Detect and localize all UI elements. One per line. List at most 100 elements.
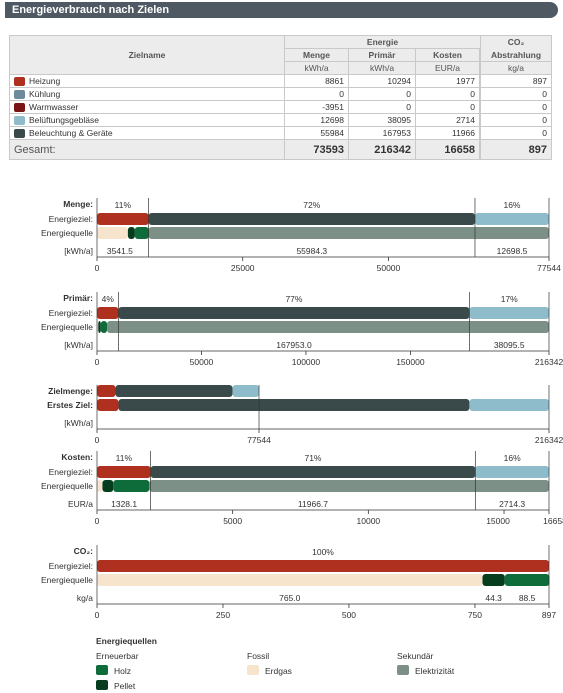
axis-unit-co2: kg/a — [77, 593, 93, 603]
total-label: Gesamt: — [9, 139, 285, 160]
value-label-kosten: 1328.1 — [111, 499, 137, 509]
axis-unit-primaer: [kWh/a] — [64, 340, 93, 350]
tick-label-menge: 77544 — [537, 263, 561, 273]
bar-ziel-heizung-co2 — [97, 560, 549, 572]
axis-unit-kosten: EUR/a — [68, 499, 93, 509]
row-kosten: 11966 — [415, 126, 480, 140]
header-menge: Menge — [284, 48, 349, 62]
header-group-co2: CO₂ — [480, 35, 552, 49]
chart-title-ziel: Zielmenge: — [48, 386, 93, 396]
tick-label-co2: 750 — [468, 610, 482, 620]
tick-label-primaer: 100000 — [292, 357, 321, 367]
bar-quelle-pellet-primaer — [98, 321, 101, 333]
row-kosten: 1977 — [415, 74, 480, 88]
percent-label-menge: 11% — [115, 200, 132, 210]
header-kosten: Kosten — [415, 48, 480, 62]
header-name — [9, 35, 285, 49]
tick-label-menge: 50000 — [377, 263, 401, 273]
row-label-quelle-co2: Energiequelle — [41, 575, 93, 585]
row-color-swatch — [14, 129, 25, 139]
section-header: Energieverbrauch nach Zielen — [5, 2, 558, 18]
row-label-ziel-co2: Energieziel: — [49, 561, 93, 571]
value-label-kosten: 2714.3 — [499, 499, 525, 509]
bar-ziel-belueftung-ziel — [232, 385, 260, 397]
header-co2: Abstrahlung — [480, 48, 552, 62]
row-label-quelle-primaer: Energiequelle — [41, 322, 93, 332]
percent-label-menge: 16% — [503, 200, 520, 210]
chart-title-primaer: Primär: — [63, 293, 93, 303]
total-primaer: 216342 — [348, 139, 416, 160]
unit-kosten: EUR/a — [415, 61, 480, 75]
row-label: Warmwasser — [29, 101, 79, 112]
table-row: Belüftungsgebläse 12698 38095 2714 0 — [9, 113, 552, 127]
bar-quelle-belueftung-ziel — [469, 399, 549, 411]
bar-quelle-pellet-kosten — [102, 480, 114, 492]
bar-ziel-beleuchtung-menge — [148, 213, 475, 225]
bar-quelle-holz-co2 — [504, 574, 550, 586]
tick-label-ziel: 0 — [95, 435, 100, 445]
table-row: Heizung 8861 10294 1977 897 — [9, 74, 552, 88]
bar-quelle-pellet-co2 — [482, 574, 505, 586]
tick-label-ziel: 216342 — [535, 435, 563, 445]
value-label-menge: 55984.3 — [296, 246, 327, 256]
row-label-ziel-primaer: Energieziel: — [49, 308, 93, 318]
row-label-ziel-kosten: Energieziel: — [49, 467, 93, 477]
total-kosten: 16658 — [415, 139, 480, 160]
value-label-co2: 88.5 — [519, 593, 536, 603]
percent-label-menge: 72% — [303, 200, 320, 210]
tick-label-kosten: 0 — [95, 516, 100, 526]
bar-quelle-erdgas-kosten — [97, 480, 103, 492]
tick-label-co2: 250 — [216, 610, 230, 620]
row-color-swatch — [14, 90, 25, 100]
percent-label-kosten: 11% — [116, 453, 133, 463]
table-total-row: Gesamt: 73593 216342 16658 897 — [9, 139, 552, 160]
tick-label-co2: 500 — [342, 610, 356, 620]
row-color-swatch — [14, 103, 25, 113]
row-color-swatch — [14, 77, 25, 87]
tick-label-kosten: 15000 — [486, 516, 510, 526]
row-label: Kühlung — [29, 88, 61, 99]
row-label-quelle-kosten: Energiequelle — [41, 481, 93, 491]
bar-quelle-holz-primaer — [100, 321, 108, 333]
chart-title2-ziel: Erstes Ziel: — [47, 400, 93, 410]
row-label-quelle-menge: Energiequelle — [41, 228, 93, 238]
row-label: Belüftungsgebläse — [29, 114, 99, 125]
axis-unit-ziel: [kWh/a] — [64, 418, 93, 428]
row-label: Beleuchtung & Geräte — [29, 127, 113, 138]
bar-ziel-heizung-ziel — [97, 385, 116, 397]
bar-quelle-erdgas-menge — [97, 227, 128, 239]
row-label-ziel-menge: Energieziel: — [49, 214, 93, 224]
tick-label-primaer: 216342 — [535, 357, 563, 367]
percent-label-kosten: 16% — [504, 453, 521, 463]
tick-label-primaer: 50000 — [190, 357, 214, 367]
tick-label-primaer: 0 — [95, 357, 100, 367]
bar-ziel-beleuchtung-kosten — [150, 466, 476, 478]
axis-unit-menge: [kWh/a] — [64, 246, 93, 256]
tick-label-kosten: 16658 — [543, 516, 563, 526]
bar-quelle-holz-menge — [134, 227, 149, 239]
energy-table: Energie CO₂ Zielname Menge Primär Kosten… — [9, 35, 552, 160]
row-color-swatch — [14, 116, 25, 126]
value-label-primaer: 38095.5 — [494, 340, 525, 350]
bar-ziel-heizung-menge — [97, 213, 149, 225]
bar-ziel-heizung-kosten — [97, 466, 151, 478]
bar-ziel-belueftung-primaer — [469, 307, 549, 319]
bar-quelle-elektrizitaet-primaer — [107, 321, 549, 333]
percent-label-primaer: 77% — [285, 294, 302, 304]
value-label-co2: 44.3 — [485, 593, 502, 603]
tick-label-ziel: 77544 — [247, 435, 271, 445]
bar-ziel-beleuchtung-ziel — [115, 385, 233, 397]
tick-label-co2: 0 — [95, 610, 100, 620]
tick-label-kosten: 5000 — [223, 516, 242, 526]
bar-quelle-elektrizitaet-kosten — [149, 480, 549, 492]
page-title: Energieverbrauch nach Zielen — [12, 4, 170, 16]
chart-title-co2: CO₂: — [74, 546, 94, 556]
bar-quelle-erdgas-co2 — [97, 574, 483, 586]
chart-title-menge: Menge: — [63, 199, 93, 209]
bar-ziel-belueftung-menge — [474, 213, 549, 225]
total-menge: 73593 — [284, 139, 349, 160]
bar-ziel-heizung-primaer — [97, 307, 119, 319]
bar-quelle-heizung-ziel — [97, 399, 119, 411]
chart-title-kosten: Kosten: — [61, 452, 93, 462]
